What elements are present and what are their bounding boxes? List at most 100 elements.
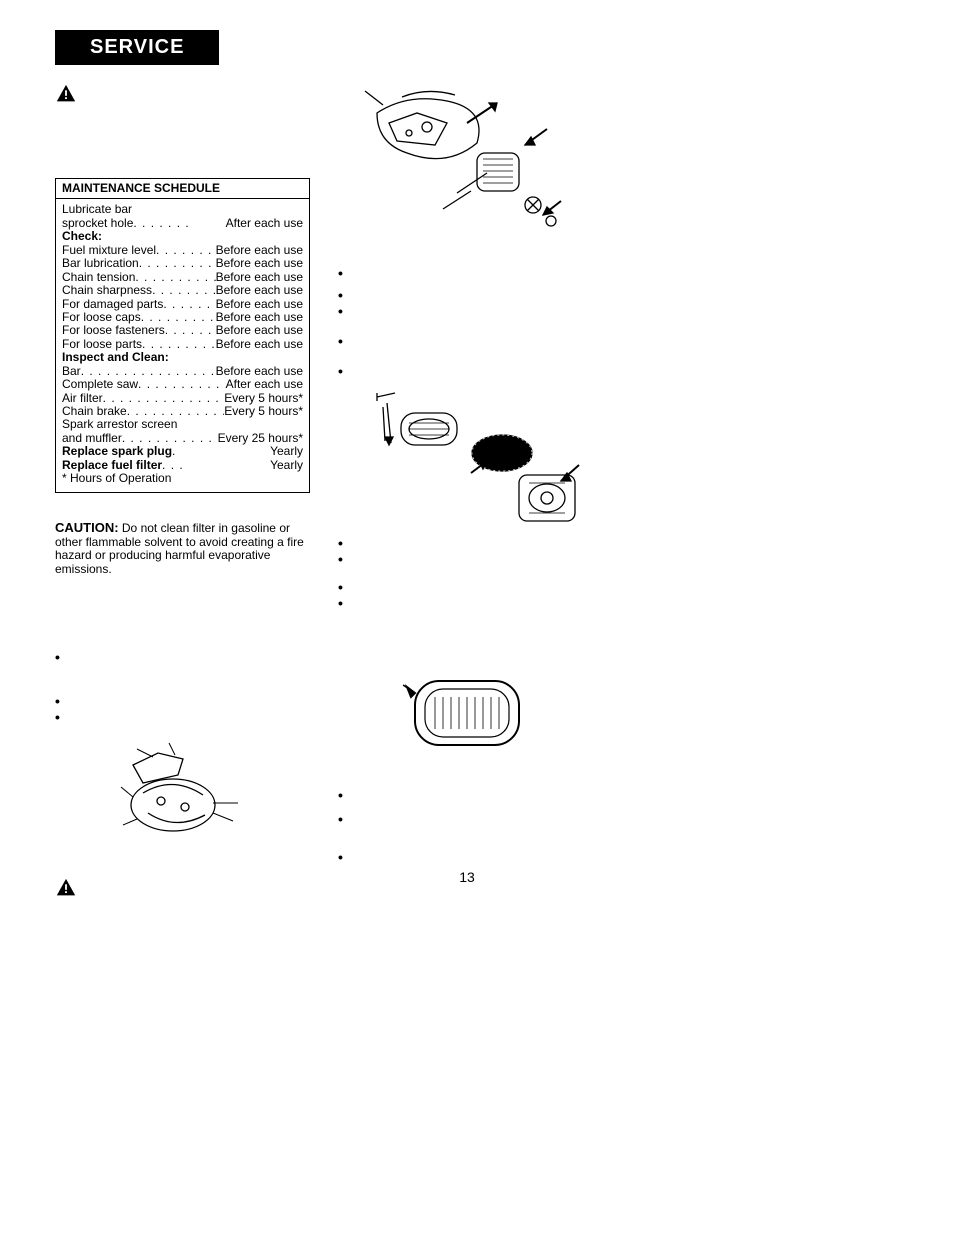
sched-right: Before each use [216,311,303,324]
dots: . [172,445,270,458]
right-bullets-1 [338,265,596,281]
list-item [55,693,310,709]
dots: . . . . . . . . . . . . . . . . . . . . [127,405,225,418]
dots: . . . . . . . . . . . . . . . . . . . . [103,392,225,405]
sched-left: For damaged parts [62,298,163,311]
sched-right: After each use [226,378,303,391]
schedule-row: For loose caps . . . . . . . . . . . . .… [62,311,303,324]
diagram-chainsaw-exploded-mid [338,383,596,533]
schedule-row: Air filter . . . . . . . . . . . . . . .… [62,392,303,405]
sched-right: Yearly [270,445,303,458]
sched-right: Before each use [216,284,303,297]
caution-label: CAUTION: [55,520,119,535]
schedule-row: For loose fasteners . . . . . . . . . . … [62,324,303,337]
schedule-row: Chain brake . . . . . . . . . . . . . . … [62,405,303,418]
schedule-row: Bar . . . . . . . . . . . . . . . . . . … [62,365,303,378]
right-bullets-4 [338,363,596,379]
left-column: MAINTENANCE SCHEDULE Lubricate bar sproc… [55,83,310,904]
right-bullets-6 [338,579,596,611]
left-bullets-1 [55,649,310,665]
sched-left: Lubricate bar [62,203,132,216]
section-header: SERVICE [55,30,219,65]
diagram-air-filter [338,663,596,763]
list-item [338,579,596,595]
schedule-row: Chain sharpness . . . . . . . . . . . . … [62,284,303,297]
dots: . . . . . . . . . . . . . . . . . . . . [163,298,215,311]
schedule-row: Lubricate bar [62,203,303,216]
sched-left: For loose caps [62,311,141,324]
list-item [338,287,596,303]
inspect-label: Inspect and Clean: [62,351,303,364]
schedule-row: and muffler . . . . . . . . . . . . . . … [62,432,303,445]
footnote: * Hours of Operation [62,472,303,485]
sched-left: For loose fasteners [62,324,165,337]
dots: . . . . . . . . . . . . . . . . . . . . [156,244,216,257]
sched-right: After each use [226,217,303,230]
left-bullets-2 [55,693,310,725]
list-item [338,333,596,349]
diagram-chainsaw-cover [55,735,310,855]
dots: . . . . . . . . . . . . . . . . . . . . [165,324,216,337]
schedule-row: Complete saw . . . . . . . . . . . . . .… [62,378,303,391]
dots: . . . . . . . . . . . . . . . . . . . . [81,365,216,378]
schedule-row: Replace fuel filter . . . Yearly [62,459,303,472]
list-item [338,535,596,551]
sched-right: Before each use [216,257,303,270]
schedule-row: For damaged parts . . . . . . . . . . . … [62,298,303,311]
right-bullets-2 [338,287,596,319]
list-item [338,303,596,319]
right-bullets-9 [338,849,596,865]
sched-right: Before each use [216,244,303,257]
page: SERVICE MAINTENANCE SCHEDULE Lubricate b… [0,0,954,934]
list-item [55,709,310,725]
check-label: Check: [62,230,303,243]
sched-left: Fuel mixture level [62,244,156,257]
sched-right: Before each use [216,298,303,311]
list-item [338,265,596,281]
right-column: 13 [338,83,596,904]
dots: . . . . . . . . . . . . . . . . . . . . [152,284,216,297]
dots: . . . . . . . . . . . . . . . . . . . . [141,311,216,324]
two-column-layout: MAINTENANCE SCHEDULE Lubricate bar sproc… [55,83,909,904]
dots: . . . . . . . . . . . . . . . . . . . . [135,271,215,284]
right-bullets-5 [338,535,596,567]
sched-left: sprocket hole [62,217,133,230]
caution-block: CAUTION: Do not clean filter in gasoline… [55,521,310,577]
sched-right: Yearly [270,459,303,472]
warning-icon [55,877,310,904]
right-bullets-3 [338,333,596,349]
diagram-chainsaw-exploded-top [338,83,596,283]
page-number: 13 [338,869,596,885]
list-item [55,649,310,665]
dots: . . . . . . . . . . . . . . . . . . . . [138,378,226,391]
right-bullets-8 [338,811,596,827]
dots: . . . [162,459,270,472]
schedule-row: Spark arrestor screen [62,418,303,431]
right-bullets-7 [338,787,596,803]
schedule-row: For loose parts . . . . . . . . . . . . … [62,338,303,351]
warning-icon [55,83,310,110]
sched-left: Chain tension [62,271,135,284]
sched-left: and muffler [62,432,122,445]
list-item [338,849,596,865]
schedule-row: sprocket hole . . . . . . . After each u… [62,217,303,230]
sched-right: Before each use [216,271,303,284]
maintenance-title: MAINTENANCE SCHEDULE [56,179,309,199]
list-item [338,363,596,379]
sched-left: Replace spark plug [62,445,172,458]
sched-right: Every 5 hours* [224,392,303,405]
sched-right: Before each use [216,338,303,351]
sched-left: Chain sharpness [62,284,152,297]
schedule-row: Replace spark plug . Yearly [62,445,303,458]
sched-left: For loose parts [62,338,142,351]
sched-left: Complete saw [62,378,138,391]
list-item [338,551,596,567]
sched-left: Bar lubrication [62,257,139,270]
sched-left: Air filter [62,392,103,405]
sched-right: Before each use [216,324,303,337]
sched-left: Spark arrestor screen [62,418,177,431]
schedule-row: Bar lubrication . . . . . . . . . . . . … [62,257,303,270]
dots: . . . . . . . . . . . . . . . . . . . . [142,338,216,351]
dots: . . . . . . . [133,217,225,230]
list-item [338,595,596,611]
